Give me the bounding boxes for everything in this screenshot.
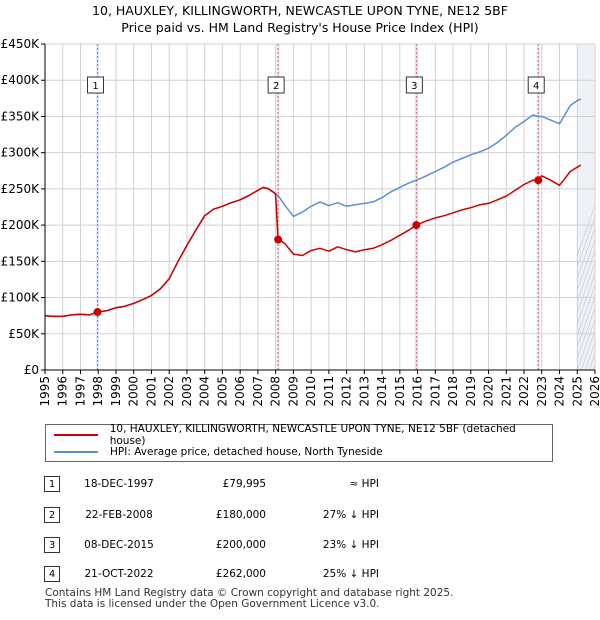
table-row: 3 08-DEC-2015 £200,000 23% ↓ HPI bbox=[44, 537, 564, 555]
sale-date: 21-OCT-2022 bbox=[84, 568, 154, 580]
sale-marker bbox=[534, 176, 543, 185]
x-tick-label: 1998 bbox=[91, 376, 105, 407]
sale-price: £180,000 bbox=[215, 509, 266, 521]
sale-marker bbox=[412, 221, 421, 230]
event-label: 1 bbox=[92, 81, 98, 92]
x-tick-label: 2025 bbox=[570, 376, 584, 407]
event-label: 4 bbox=[533, 81, 539, 92]
price-paid-line bbox=[44, 164, 582, 318]
y-tick-label: £350K bbox=[1, 109, 41, 123]
x-tick-label: 2002 bbox=[162, 376, 176, 407]
x-tick-label: 2012 bbox=[340, 376, 354, 407]
x-tick-label: 2026 bbox=[588, 376, 600, 407]
sale-number-badge: 3 bbox=[44, 537, 60, 553]
x-tick-label: 2019 bbox=[464, 376, 478, 407]
sale-number-badge: 2 bbox=[44, 507, 60, 523]
x-tick-label: 2007 bbox=[251, 376, 265, 407]
sale-hpi-comparison: 25% ↓ HPI bbox=[322, 568, 379, 580]
y-tick-label: £300K bbox=[1, 146, 41, 160]
legend-swatch-price-paid bbox=[54, 434, 98, 436]
forecast-hatch bbox=[577, 203, 595, 257]
event-label-box bbox=[527, 76, 545, 94]
sale-hpi-comparison: 23% ↓ HPI bbox=[322, 539, 379, 551]
sale-hpi-comparison: 27% ↓ HPI bbox=[322, 509, 379, 521]
sale-price: £79,995 bbox=[222, 478, 266, 490]
y-tick-label: £400K bbox=[1, 73, 41, 87]
event-label-box bbox=[267, 76, 285, 94]
legend-item-hpi: HPI: Average price, detached house, Nort… bbox=[54, 444, 383, 460]
footer-licence: This data is licensed under the Open Gov… bbox=[45, 598, 380, 610]
x-tick-label: 2013 bbox=[357, 376, 371, 407]
sale-price: £262,000 bbox=[215, 568, 266, 580]
title-subtitle: Price paid vs. HM Land Registry's House … bbox=[121, 20, 479, 35]
x-tick-label: 2014 bbox=[375, 376, 389, 407]
x-tick-label: 2021 bbox=[499, 376, 513, 407]
footer-copyright: Contains HM Land Registry data © Crown c… bbox=[45, 587, 454, 599]
x-tick-label: 2017 bbox=[428, 376, 442, 407]
y-tick-label: £250K bbox=[1, 182, 41, 196]
sale-date: 18-DEC-1997 bbox=[84, 478, 154, 490]
x-tick-label: 2018 bbox=[446, 376, 460, 407]
x-tick-label: 2015 bbox=[393, 376, 407, 407]
event-band bbox=[536, 44, 540, 370]
price-chart: £0 £50K £100K £150K £200K £250K £300K £350K £400… bbox=[1, 37, 600, 407]
legend-item-price-paid: 10, HAUXLEY, KILLINGWORTH, NEWCASTLE UPO… bbox=[54, 423, 552, 447]
legend: 10, HAUXLEY, KILLINGWORTH, NEWCASTLE UPO… bbox=[45, 423, 553, 462]
x-tick-label: 2023 bbox=[535, 376, 549, 407]
sale-price: £200,000 bbox=[215, 539, 266, 551]
x-tick-label: 2001 bbox=[144, 376, 158, 407]
x-tick-label: 1997 bbox=[73, 376, 87, 407]
y-tick-label: £150K bbox=[1, 254, 41, 268]
x-tick-label: 2008 bbox=[269, 376, 283, 407]
event-label-box bbox=[405, 76, 423, 94]
legend-label-price-paid: 10, HAUXLEY, KILLINGWORTH, NEWCASTLE UPO… bbox=[109, 423, 516, 447]
sale-hpi-comparison: ≈ HPI bbox=[349, 478, 379, 490]
x-tick-label: 2011 bbox=[322, 376, 336, 407]
forecast-hatch bbox=[577, 295, 595, 349]
sale-marker bbox=[274, 235, 283, 244]
y-tick-label: £50K bbox=[8, 327, 40, 341]
table-row: 2 22-FEB-2008 £180,000 27% ↓ HPI bbox=[44, 507, 564, 525]
y-tick-label: £450K bbox=[1, 37, 41, 51]
table-row: 4 21-OCT-2022 £262,000 25% ↓ HPI bbox=[44, 566, 564, 584]
x-tick-label: 2004 bbox=[198, 376, 212, 407]
event-band bbox=[96, 44, 100, 370]
forecast-hatch bbox=[577, 272, 595, 326]
x-tick-label: 2024 bbox=[553, 376, 567, 407]
legend-swatch-hpi bbox=[54, 451, 98, 453]
chart-title: 10, HAUXLEY, KILLINGWORTH, NEWCASTLE UPO… bbox=[0, 2, 600, 36]
x-tick-label: 1999 bbox=[109, 376, 123, 407]
sale-date: 08-DEC-2015 bbox=[84, 539, 154, 551]
forecast-hatch bbox=[577, 306, 595, 360]
sale-number-badge: 1 bbox=[44, 476, 60, 492]
x-tick-label: 2020 bbox=[482, 376, 496, 407]
y-tick-label: £100K bbox=[1, 291, 41, 305]
event-label-box bbox=[87, 76, 105, 94]
sale-marker bbox=[93, 308, 102, 317]
x-tick-label: 2010 bbox=[304, 376, 318, 407]
hpi-line bbox=[44, 98, 582, 318]
x-tick-label: 2016 bbox=[411, 376, 425, 407]
x-tick-label: 2003 bbox=[180, 376, 194, 407]
event-label: 3 bbox=[411, 81, 417, 92]
y-tick-label: £0 bbox=[24, 363, 39, 377]
forecast-hatch bbox=[577, 283, 595, 337]
sale-date: 22-FEB-2008 bbox=[85, 509, 153, 521]
x-tick-label: 1996 bbox=[56, 376, 70, 407]
footer: Contains HM Land Registry data © Crown c… bbox=[45, 588, 453, 610]
x-tick-label: 2009 bbox=[286, 376, 300, 407]
x-tick-label: 2005 bbox=[215, 376, 229, 407]
event-band bbox=[414, 44, 418, 370]
table-row: 1 18-DEC-1997 £79,995 ≈ HPI bbox=[44, 476, 564, 494]
x-tick-label: 1995 bbox=[38, 376, 52, 407]
legend-label-hpi: HPI: Average price, detached house, Nort… bbox=[110, 446, 383, 458]
title-address: 10, HAUXLEY, KILLINGWORTH, NEWCASTLE UPO… bbox=[92, 3, 508, 18]
x-tick-label: 2006 bbox=[233, 376, 247, 407]
sale-number-badge: 4 bbox=[44, 566, 60, 582]
event-label: 2 bbox=[273, 81, 279, 92]
x-tick-label: 2022 bbox=[517, 376, 531, 407]
x-tick-label: 2000 bbox=[127, 376, 141, 407]
y-tick-label: £200K bbox=[1, 218, 41, 232]
event-band bbox=[276, 44, 280, 370]
